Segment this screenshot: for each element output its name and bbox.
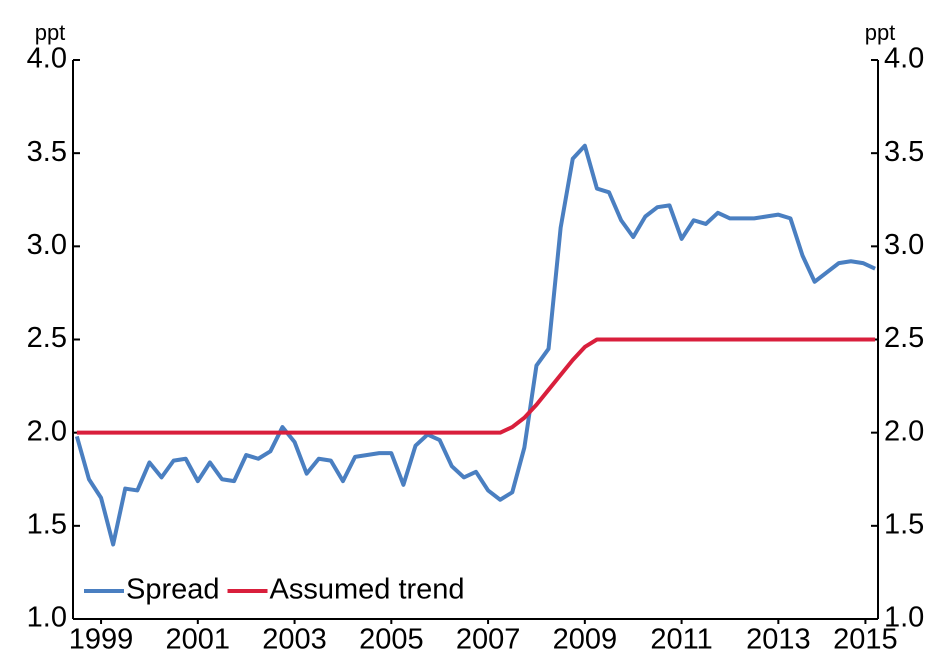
y-tick-label: 2.0 (27, 415, 67, 447)
y2-tick-label: 3.5 (884, 136, 924, 168)
y2-tick-label: 3.0 (884, 229, 924, 261)
x-tick-label: 2007 (456, 624, 521, 656)
y-tick-label: 1.0 (27, 602, 67, 634)
legend-label: Assumed trend (270, 574, 465, 606)
y2-tick-label: 1.0 (884, 602, 924, 634)
y2-tick-label: 4.0 (884, 43, 924, 75)
y-tick-label: 3.5 (27, 136, 67, 168)
x-tick-label: 2009 (553, 624, 618, 656)
x-tick-label: 2001 (166, 624, 231, 656)
series-line (74, 143, 876, 547)
legend-label: Spread (126, 574, 220, 606)
y2-tick-label: 2.0 (884, 415, 924, 447)
x-tick-label: 2005 (359, 624, 424, 656)
y-tick-label: 4.0 (27, 43, 67, 75)
x-tick-label: 2013 (746, 624, 811, 656)
y2-tick-label: 2.5 (884, 322, 924, 354)
y-tick-label: 1.5 (27, 508, 67, 540)
series-line (76, 337, 876, 435)
y-tick-label: 2.5 (27, 322, 67, 354)
y-axis-label: ppt (35, 20, 66, 45)
x-tick-label: 2011 (650, 624, 712, 656)
x-tick-label: 1999 (69, 624, 134, 656)
y2-axis-label: ppt (865, 20, 896, 45)
y-tick-label: 3.0 (27, 229, 67, 261)
y2-tick-label: 1.5 (884, 508, 924, 540)
x-tick-label: 2015 (833, 624, 898, 656)
x-tick-label: 2003 (262, 624, 327, 656)
